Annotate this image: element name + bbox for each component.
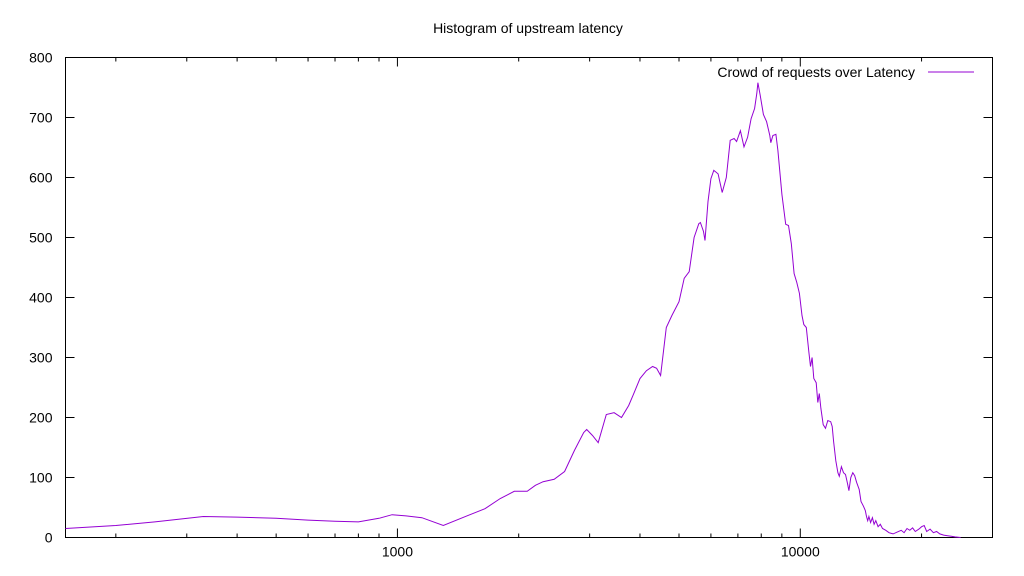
y-tick-label: 0 <box>45 530 53 546</box>
y-tick-label: 700 <box>29 110 53 126</box>
y-tick-label: 100 <box>29 470 53 486</box>
chart-title: Histogram of upstream latency <box>433 20 623 36</box>
y-tick-label: 500 <box>29 230 53 246</box>
y-tick-label: 300 <box>29 350 53 366</box>
legend-label: Crowd of requests over Latency <box>717 64 915 80</box>
series-layer <box>65 82 961 538</box>
y-axis: 0 100 200 300 400 500 600 700 800 <box>29 50 993 546</box>
x-tick-label: 1000 <box>382 544 413 560</box>
legend: Crowd of requests over Latency <box>717 64 974 80</box>
y-tick-label: 600 <box>29 170 53 186</box>
y-tick-label: 800 <box>29 50 53 66</box>
x-tick-label: 10000 <box>781 544 820 560</box>
series-line <box>65 82 961 538</box>
y-tick-label: 400 <box>29 290 53 306</box>
x-axis: 1000 10000 <box>115 57 923 560</box>
y-tick-label: 200 <box>29 410 53 426</box>
plot-frame <box>65 57 993 538</box>
